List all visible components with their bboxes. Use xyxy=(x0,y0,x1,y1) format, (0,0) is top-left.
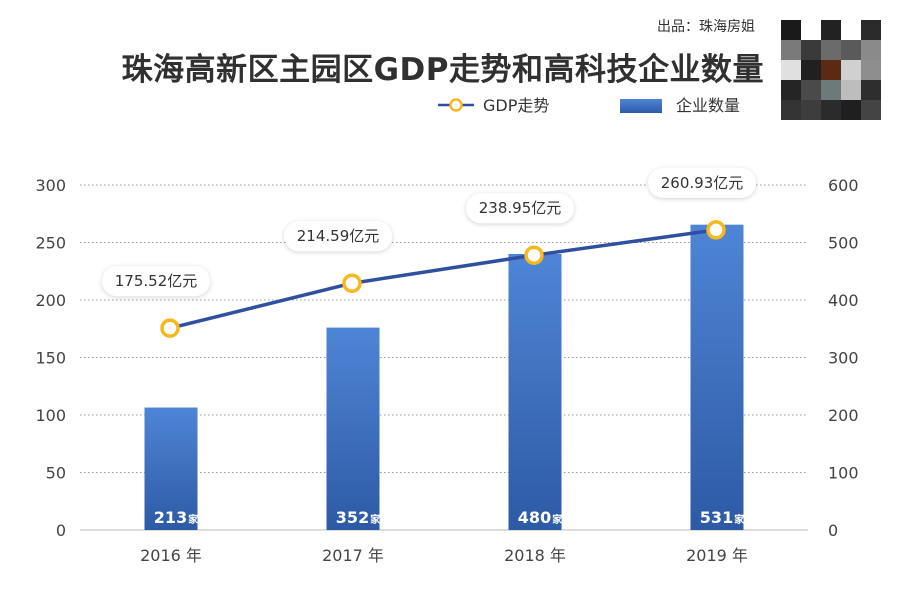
bar xyxy=(144,407,198,530)
qr-cell xyxy=(821,40,841,60)
label-bubble xyxy=(284,221,392,252)
y-right-tick-label: 0 xyxy=(828,521,838,540)
qr-cell xyxy=(841,40,861,60)
y-right-tick-label: 600 xyxy=(828,176,859,195)
qr-cell xyxy=(821,100,841,120)
qr-code-mosaic xyxy=(781,20,881,120)
x-tick-label: 2016 年 xyxy=(140,546,202,565)
bar xyxy=(508,254,562,530)
y-left-tick-label: 300 xyxy=(35,176,66,195)
y-axis-right: 0 100 200 300 400 500 600 xyxy=(828,176,859,540)
line-series xyxy=(160,220,726,338)
qr-cell xyxy=(861,40,881,60)
qr-cell xyxy=(841,20,861,40)
qr-cell xyxy=(781,100,801,120)
qr-cell xyxy=(861,60,881,80)
qr-cell xyxy=(801,60,821,80)
chart-title: 珠海高新区主园区GDP走势和高科技企业数量 xyxy=(121,52,764,88)
legend-label-companies: 企业数量 xyxy=(676,96,740,115)
y-left-tick-label: 100 xyxy=(35,406,66,425)
y-right-tick-label: 100 xyxy=(828,464,859,483)
y-left-tick-label: 200 xyxy=(35,291,66,310)
qr-cell xyxy=(801,100,821,120)
source-credit: 出品：珠海房姐 xyxy=(657,19,755,35)
gdp-point xyxy=(706,220,726,240)
gdp-line xyxy=(169,228,717,330)
qr-cell xyxy=(801,40,821,60)
bar-value-label: 480家 xyxy=(518,508,563,527)
y-right-tick-label: 400 xyxy=(828,291,859,310)
line-data-labels: 175.52亿元 214.59亿元 238.95亿元 260.93亿元 xyxy=(102,167,756,297)
qr-cell xyxy=(861,100,881,120)
gdp-data-label: 238.95亿元 xyxy=(479,199,562,217)
gdp-point xyxy=(342,273,362,293)
qr-cell xyxy=(781,60,801,80)
qr-cell xyxy=(821,80,841,100)
qr-cell xyxy=(841,60,861,80)
y-right-tick-label: 300 xyxy=(828,349,859,368)
y-left-tick-label: 0 xyxy=(56,521,66,540)
qr-cell xyxy=(861,80,881,100)
qr-cell xyxy=(781,20,801,40)
qr-cell xyxy=(801,20,821,40)
y-right-tick-label: 500 xyxy=(828,234,859,253)
qr-cell xyxy=(801,80,821,100)
qr-cell xyxy=(861,20,881,40)
legend-label-gdp: GDP走势 xyxy=(483,96,549,115)
bar xyxy=(326,327,380,530)
bar-value-label: 531家 xyxy=(700,508,745,527)
bar-value-label: 352家 xyxy=(336,508,381,527)
gridlines xyxy=(80,184,808,531)
gdp-point xyxy=(524,245,544,265)
x-tick-label: 2017 年 xyxy=(322,546,384,565)
qr-cell xyxy=(841,80,861,100)
y-left-tick-label: 150 xyxy=(35,349,66,368)
y-right-tick-label: 200 xyxy=(828,406,859,425)
y-left-tick-label: 250 xyxy=(35,234,66,253)
y-axis-left: 0 50 100 150 200 250 300 xyxy=(35,176,66,540)
bar-value-label: 213家 xyxy=(154,508,199,527)
label-bubble xyxy=(648,167,756,198)
label-bubble xyxy=(466,193,574,224)
legend-bar-icon xyxy=(620,99,662,113)
legend-marker-icon xyxy=(449,98,463,112)
gdp-data-label: 260.93亿元 xyxy=(661,174,744,192)
qr-cell xyxy=(781,40,801,60)
y-left-tick-label: 50 xyxy=(46,464,66,483)
qr-cell xyxy=(781,80,801,100)
x-tick-label: 2018 年 xyxy=(504,546,566,565)
bar xyxy=(690,224,744,531)
x-tick-label: 2019 年 xyxy=(686,546,748,565)
bar-series: 213家 352家 480家 531家 xyxy=(144,224,745,531)
label-bubble xyxy=(102,266,210,297)
gdp-data-label: 214.59亿元 xyxy=(297,227,380,245)
legend: GDP走势 企业数量 xyxy=(438,96,740,115)
gdp-data-label: 175.52亿元 xyxy=(115,272,198,290)
qr-cell xyxy=(821,60,841,80)
qr-cell xyxy=(821,20,841,40)
gdp-point xyxy=(160,318,180,338)
x-axis: 2016 年 2017 年 2018 年 2019 年 xyxy=(140,546,748,565)
qr-cell xyxy=(841,100,861,120)
